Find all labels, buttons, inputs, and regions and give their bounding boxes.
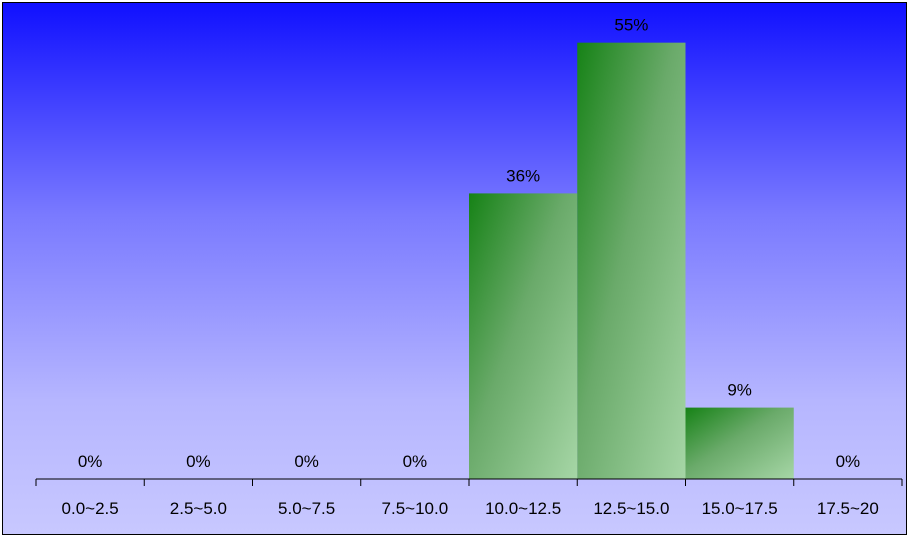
data-label: 9%: [727, 381, 752, 400]
x-tick-label: 12.5~15.0: [593, 499, 669, 518]
bar-12.5~15.0: [577, 43, 685, 479]
bar-10.0~12.5: [469, 193, 577, 479]
data-label: 0%: [836, 452, 861, 471]
bar-15.0~17.5: [686, 408, 794, 479]
x-tick-label: 5.0~7.5: [278, 499, 335, 518]
x-tick-label: 2.5~5.0: [170, 499, 227, 518]
x-tick-label: 0.0~2.5: [62, 499, 119, 518]
x-axis: 0.0~2.5 2.5~5.0 5.0~7.5 7.5~10.0 10.0~12.5 12…: [36, 479, 902, 518]
data-label: 0%: [294, 452, 319, 471]
data-label: 0%: [78, 452, 103, 471]
data-label: 36%: [506, 166, 540, 185]
data-label: 0%: [186, 452, 211, 471]
data-label: 0%: [403, 452, 428, 471]
x-tick-label: 15.0~17.5: [702, 499, 778, 518]
data-label: 55%: [614, 16, 648, 35]
bars-group: [469, 43, 794, 479]
x-tick-label: 17.5~20: [817, 499, 879, 518]
x-tick-label: 7.5~10.0: [382, 499, 449, 518]
x-tick-label: 10.0~12.5: [485, 499, 561, 518]
bar-chart: 0% 0% 0% 0% 36% 55% 9% 0% 0.0~2.5 2.5~5.0 5.0~7.5…: [3, 3, 907, 535]
